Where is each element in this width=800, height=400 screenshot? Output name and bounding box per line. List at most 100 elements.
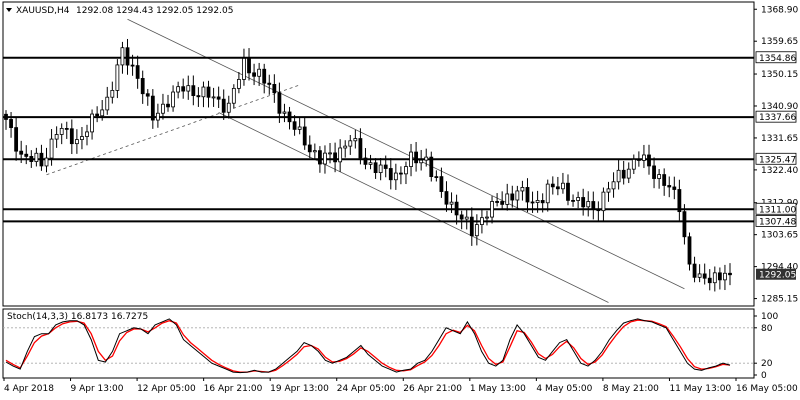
candle (490, 196, 494, 224)
candle (702, 263, 707, 285)
candle (566, 174, 570, 206)
candle (196, 87, 201, 107)
candle (242, 48, 246, 86)
candle (64, 121, 69, 139)
candle (571, 194, 575, 207)
price-panel (2, 1, 755, 307)
candle (652, 157, 656, 189)
candle (561, 172, 565, 194)
candle (257, 62, 262, 86)
candle (140, 70, 145, 104)
candle (348, 134, 353, 155)
symbol-label: XAUUSD,H4 (16, 6, 70, 16)
candle (338, 139, 343, 173)
candle (373, 158, 378, 179)
time-axis: 4 Apr 2018 9 Apr 13:00 12 Apr 05:00 16 Apr … (3, 378, 798, 394)
time-tick-label: 16 Apr 21:00 (204, 384, 263, 394)
level-tag-box-5 (755, 215, 797, 227)
time-tick-label: 16 May 05:00 (736, 384, 798, 394)
candle (262, 63, 267, 94)
candle (272, 74, 277, 103)
candle (85, 124, 89, 146)
candle (586, 191, 591, 217)
candle (707, 269, 712, 291)
candle (59, 123, 64, 145)
candle (530, 191, 535, 213)
candle (277, 82, 282, 123)
candle (480, 208, 484, 234)
level-tag-3: 1325.47 (759, 155, 796, 165)
candle (485, 210, 489, 226)
candle (388, 158, 393, 190)
candle (135, 55, 140, 89)
candle (424, 148, 429, 167)
candle (621, 160, 626, 185)
level-tag-1: 1354.86 (759, 54, 796, 64)
candle (176, 81, 181, 99)
stoch-panel (2, 308, 755, 379)
candle (252, 63, 256, 86)
candle (155, 103, 160, 128)
last-price-tag: 1292.05 (756, 268, 796, 281)
candle (419, 149, 424, 171)
candle (150, 89, 155, 129)
candle (378, 158, 383, 181)
level-tag-box-4 (755, 202, 797, 215)
level-tag-4: 1311.00 (759, 205, 796, 215)
candle (515, 185, 520, 209)
time-tick-label: 8 May 21:00 (603, 384, 659, 394)
candle (591, 191, 596, 220)
candle (399, 166, 403, 185)
candle (409, 143, 413, 177)
candle (404, 161, 408, 185)
candle (328, 143, 332, 164)
candle (642, 144, 646, 169)
candle (454, 194, 459, 225)
candle (90, 109, 94, 140)
stoch-label: Stoch(14,3,3) 16.8173 16.7275 (7, 312, 148, 322)
candle (636, 151, 641, 167)
level-tag-box-2 (755, 110, 797, 123)
candle (161, 93, 165, 120)
candle (535, 190, 540, 213)
candle (576, 191, 581, 209)
channel-line-2 (218, 112, 609, 303)
stoch-tick-label: 20 (761, 359, 773, 369)
candle (100, 100, 105, 121)
level-tag-box-1 (755, 51, 797, 64)
last-price-label: 1292.05 (759, 271, 796, 281)
stoch-levels (3, 327, 754, 364)
ohlc-values: 1292.08 1294.43 1292.05 1292.05 (76, 6, 233, 16)
collapse-triangle-icon[interactable] (6, 8, 12, 12)
candle (581, 188, 586, 216)
candle (191, 75, 196, 106)
time-tick-label: 4 May 05:00 (536, 384, 592, 394)
level-tag-5: 1307.48 (759, 217, 796, 227)
candle (712, 266, 717, 292)
time-tick-label: 12 Apr 05:00 (137, 384, 196, 394)
candle (505, 183, 510, 211)
candle (667, 176, 672, 198)
price-tick-label: 1368.90 (761, 5, 798, 15)
candle (363, 148, 368, 170)
candle (44, 147, 49, 173)
candle (302, 116, 307, 150)
candle (39, 144, 44, 171)
candle (216, 86, 221, 109)
candle (145, 89, 150, 106)
candle (34, 147, 39, 167)
candle (221, 89, 226, 120)
candle (525, 178, 530, 213)
candle (115, 59, 120, 99)
candle (9, 112, 13, 138)
candle (333, 142, 337, 173)
price-tick-label: 1294.40 (761, 263, 798, 273)
candle (692, 256, 697, 283)
stoch-signal-line (5, 319, 731, 373)
stoch-tick-label: 80 (761, 324, 773, 334)
candle (358, 128, 363, 165)
candle (29, 150, 34, 168)
candle (282, 103, 287, 123)
